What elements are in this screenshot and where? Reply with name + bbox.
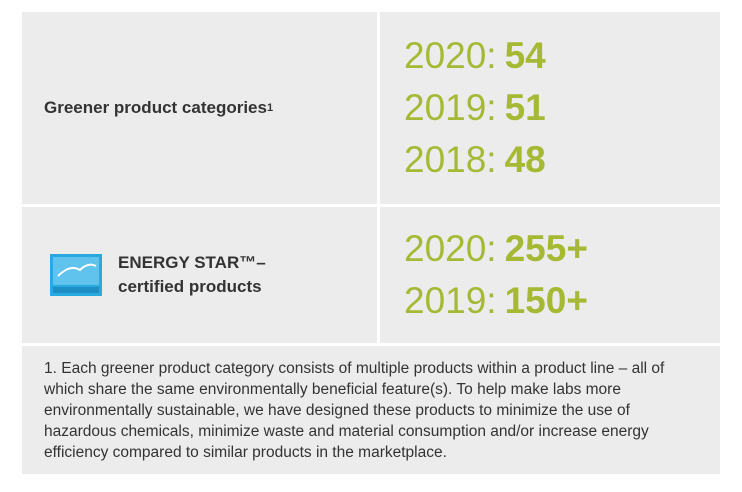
value: 150+ bbox=[504, 280, 588, 321]
label-line: ENERGY STAR™– bbox=[118, 253, 266, 272]
value: 51 bbox=[504, 87, 546, 128]
value: 48 bbox=[504, 139, 546, 180]
table-row: Greener product categories 1 2020: 54 2019:… bbox=[22, 12, 720, 207]
year: 2019: bbox=[404, 280, 497, 321]
energy-star-icon bbox=[50, 254, 102, 296]
value-entry: 2018: 48 bbox=[404, 134, 546, 186]
footnote: 1. Each greener product category consist… bbox=[22, 346, 720, 474]
row-label: Greener product categories 1 bbox=[22, 12, 380, 204]
year: 2020: bbox=[404, 35, 497, 76]
value: 54 bbox=[504, 35, 546, 76]
row-label: ENERGY STAR™– certified products bbox=[22, 207, 380, 343]
label-line: certified products bbox=[118, 277, 262, 296]
stats-table: Greener product categories 1 2020: 54 2019:… bbox=[22, 12, 720, 474]
table-row: ENERGY STAR™– certified products 2020: 25… bbox=[22, 207, 720, 346]
row-values: 2020: 255+ 2019: 150+ bbox=[380, 207, 720, 343]
year: 2019: bbox=[404, 87, 497, 128]
year: 2018: bbox=[404, 139, 497, 180]
row-values: 2020: 54 2019: 51 2018: 48 bbox=[380, 12, 720, 204]
footnote-ref: 1 bbox=[266, 102, 274, 114]
label-lines: ENERGY STAR™– certified products bbox=[118, 251, 266, 299]
value-entry: 2019: 51 bbox=[404, 82, 546, 134]
value-entry: 2019: 150+ bbox=[404, 275, 588, 327]
year: 2020: bbox=[404, 228, 497, 269]
label-text: Greener product categories bbox=[44, 98, 267, 117]
value-entry: 2020: 54 bbox=[404, 30, 546, 82]
value-entry: 2020: 255+ bbox=[404, 223, 588, 275]
value: 255+ bbox=[504, 228, 588, 269]
